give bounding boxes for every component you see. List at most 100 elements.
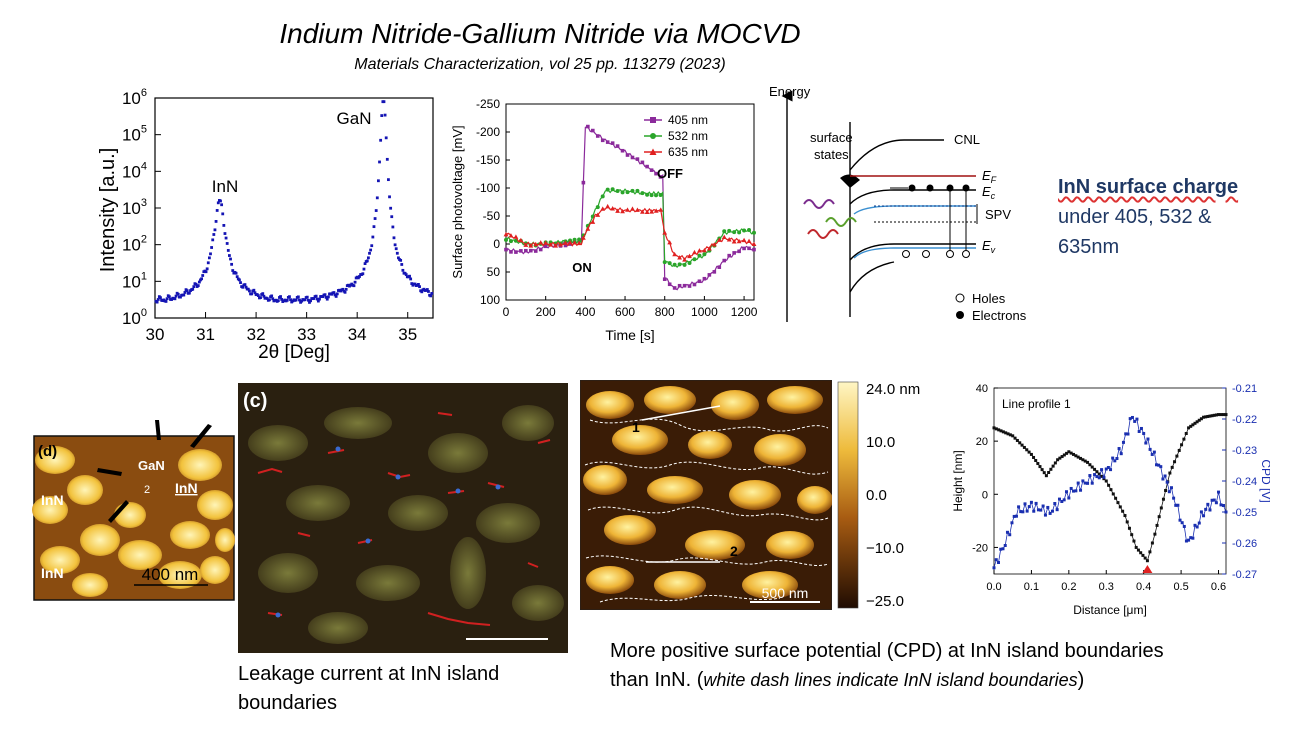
lp-point (1079, 488, 1083, 492)
side-note-line-3: 635nm (1058, 236, 1120, 258)
profile-line-1 (641, 405, 721, 421)
lp-point (1008, 433, 1012, 437)
lp-point (1034, 501, 1038, 505)
spv-y-tick-label: -150 (476, 153, 500, 167)
lp-point (1126, 432, 1130, 436)
spv-point (600, 194, 605, 199)
lp-point (1130, 533, 1134, 537)
lp-point (1029, 500, 1033, 504)
spv-point (682, 257, 687, 262)
xrd-axis-ticks: 30 31 32 33 34 35 100 101 102 103 104 105 106 (122, 87, 417, 344)
spv-point (567, 239, 573, 245)
spv-x-tick-label: 0 (503, 305, 510, 319)
lp-point (1083, 481, 1087, 485)
spv-point (682, 262, 687, 267)
afm-c-blue-spots (275, 446, 501, 618)
xrd-point (410, 282, 414, 285)
xrd-point (383, 113, 387, 117)
afm-d-inn-label-1: InN (175, 480, 198, 496)
lp-point (1013, 436, 1017, 440)
spv-point (518, 237, 524, 243)
xrd-point (222, 224, 226, 227)
lp-point (1072, 489, 1076, 493)
lp-point (1155, 463, 1159, 467)
xrd-chart: 30 31 32 33 34 35 100 101 102 103 104 105 106 2θ [De… (97, 87, 434, 363)
xrd-point (382, 100, 386, 104)
lp-point (1170, 465, 1174, 469)
spv-point (625, 207, 630, 212)
lp-point (1041, 504, 1045, 508)
spv-point (662, 277, 667, 281)
lp-plot-frame (993, 387, 1227, 575)
lp-point (1150, 541, 1154, 545)
spv-point (625, 190, 630, 195)
lp-point (1100, 474, 1104, 478)
lp-point (1090, 465, 1094, 469)
xrd-point (230, 262, 234, 266)
lp-ylabel-right: CPD [V] (1259, 459, 1270, 502)
spv-point (630, 155, 635, 160)
xrd-point (417, 282, 420, 286)
spv-point (533, 241, 539, 247)
lp-point (1125, 520, 1129, 524)
lp-point (1051, 464, 1055, 468)
lp-point (1210, 498, 1214, 502)
lp-point (1069, 451, 1073, 455)
spv-point (667, 282, 672, 287)
xrd-x-tick-label: 30 (146, 325, 165, 344)
lp-point (1134, 545, 1138, 549)
lp-point (1111, 456, 1115, 460)
lp-point (1217, 490, 1221, 494)
lp-point (1021, 510, 1025, 514)
lp-point (1053, 461, 1057, 465)
xrd-point (179, 295, 182, 299)
lp-point (1224, 510, 1228, 514)
spv-point (711, 242, 717, 247)
red-light-icon (807, 229, 839, 239)
spv-point (543, 244, 548, 249)
spv-point (737, 230, 742, 235)
spv-point (752, 230, 756, 235)
spv-point (529, 248, 533, 253)
lp-point (1047, 470, 1051, 474)
xrd-point (210, 246, 214, 249)
xrd-point (167, 295, 171, 299)
spv-point (727, 253, 731, 258)
lp-point (1090, 481, 1094, 485)
spv-axis-ticks: 0 200 400 600 800 1000 1200-250-200-150-100-50… (476, 97, 758, 319)
lp-point (1165, 480, 1169, 484)
arrow-icon (97, 468, 122, 476)
xrd-point (315, 297, 319, 301)
spv-point (677, 255, 682, 260)
lp-point (1032, 509, 1036, 513)
lp-point (1086, 460, 1090, 464)
vb-illuminated (853, 247, 976, 259)
xrd-point (174, 294, 178, 298)
xrd-point (250, 292, 254, 296)
xrd-plot-frame (154, 97, 434, 319)
spv-point (692, 282, 697, 287)
xrd-point (220, 203, 224, 207)
spv-point (620, 148, 625, 153)
spv-y-tick-label: -250 (476, 97, 500, 111)
lp-point (1104, 467, 1108, 471)
xrd-point (212, 233, 216, 236)
spv-point (726, 237, 732, 242)
spv-point (727, 228, 732, 233)
xrd-point (213, 228, 217, 232)
lp-point (997, 428, 1001, 432)
spv-point (595, 205, 600, 210)
spv-point (692, 257, 697, 262)
purple-light-icon (803, 199, 835, 209)
lp-point (1003, 543, 1007, 547)
spv-point (635, 157, 640, 161)
lp-point (1043, 513, 1047, 517)
xrd-data-series (154, 100, 434, 304)
lp-point (1079, 456, 1083, 460)
spv-y-tick-label: -200 (476, 125, 500, 139)
xrd-point (215, 209, 219, 212)
lp-point (1219, 503, 1223, 507)
spv-point (752, 247, 756, 252)
xrd-point (235, 275, 239, 279)
spv-point (538, 240, 544, 245)
